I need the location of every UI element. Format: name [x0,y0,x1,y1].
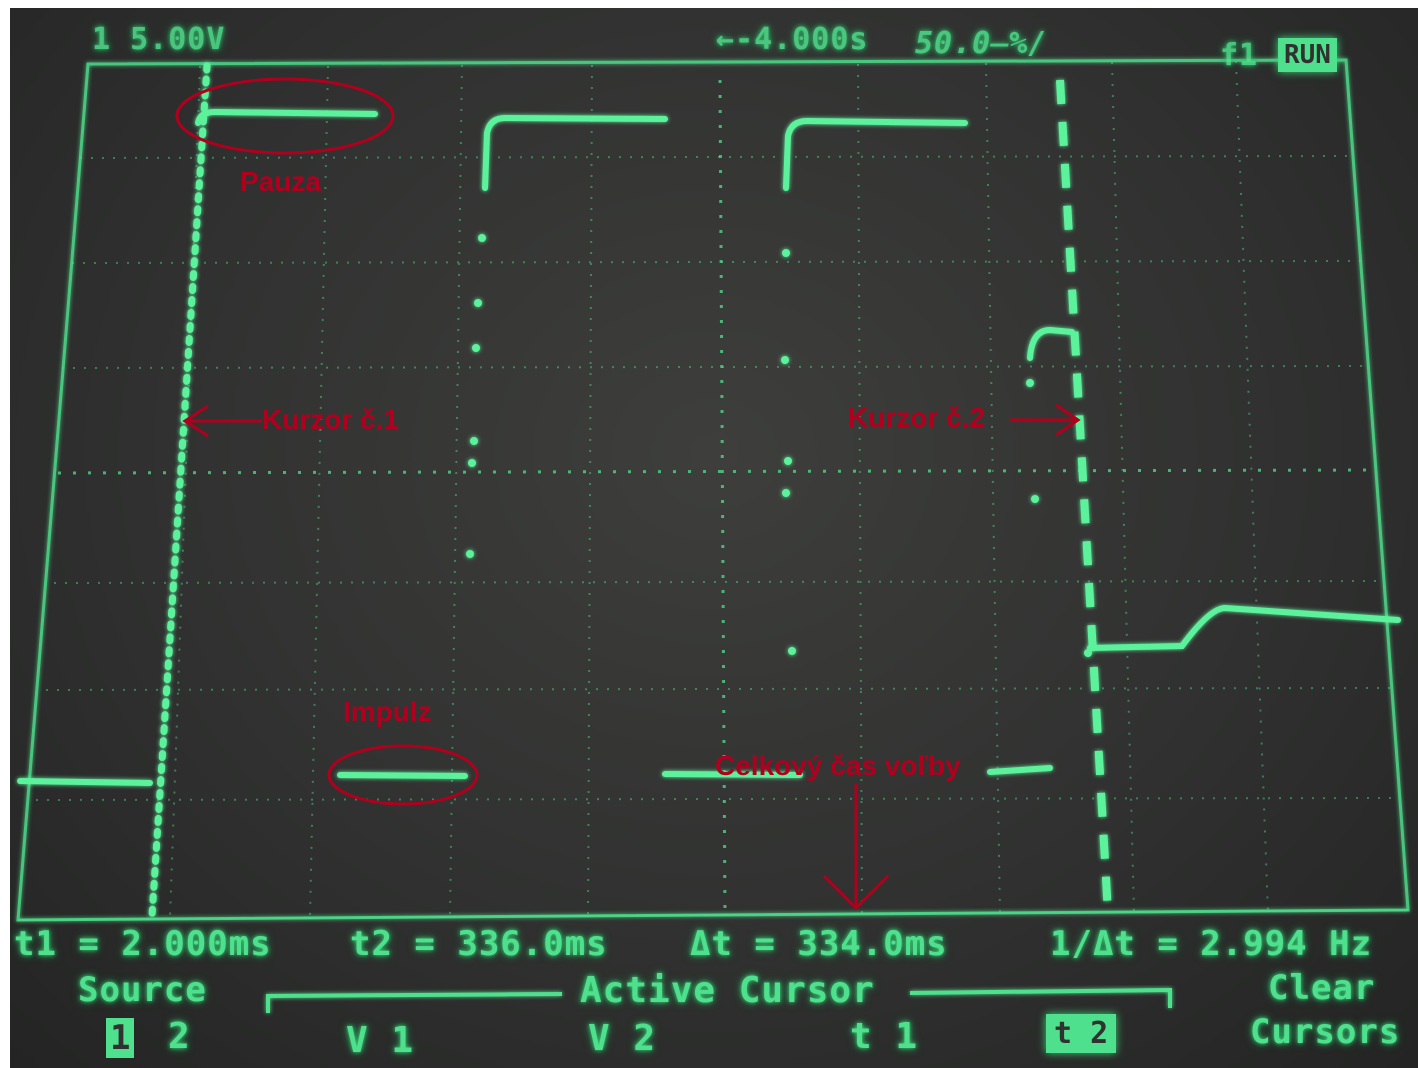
pauza-ellipse [175,77,395,155]
frequency-readout: 1/Δt = 2.994 Hz [1050,924,1373,964]
graticule-grid [35,60,1401,919]
bottom-separator [17,909,1409,921]
signal-trace [17,108,1401,786]
cursor-2-line [1056,79,1112,914]
channel1-scale: 1 5.00V [92,22,226,57]
source-ch2-button[interactable]: 2 [168,1016,191,1057]
graticule-center-axes [57,79,1379,917]
clear-cursors-button[interactable]: Cursors [1250,1012,1401,1052]
pauza-label: Pauza [240,166,321,197]
delta-t-readout: Δt = 334.0ms [690,924,948,964]
trigger-indicator: f1 [1220,38,1259,73]
source-ch1-button[interactable]: 1 [106,1018,135,1058]
source-label: Source [78,970,207,1010]
clear-label[interactable]: Clear [1268,968,1376,1008]
t1-readout: t1 = 2.000ms [14,924,272,964]
impulz-label: Impulz [343,696,432,727]
cursor-t1-button[interactable]: t 1 [850,1016,919,1057]
graticule-border [16,58,1410,922]
cursor-t2-button[interactable]: t 2 [1046,1014,1117,1053]
time-scale: 50.0̶%/ [915,26,1048,61]
impulz-ellipse [327,744,479,806]
cursor-1-line [148,62,211,920]
oscilloscope-screen: 1 5.00V ←-4.000s 50.0̶%/ f1 RUN Pauza Im… [10,8,1418,1068]
celkovy-cas-label: Celkový čas voľby [715,750,961,781]
kurzor1-label: Kurzor č.1 [262,404,399,435]
active-cursor-bracket [266,987,1172,1013]
edge-dots [466,234,1092,657]
cursor-v2-button[interactable]: V 2 [588,1018,657,1059]
kurzor2-label: Kurzor č.2 [848,402,985,433]
active-cursor-label: Active Cursor [580,970,875,1011]
run-status-badge: RUN [1278,38,1337,72]
annotation-shapes [175,77,1081,911]
waveform-display [16,58,1410,1013]
cursor-v1-button[interactable]: V 1 [346,1020,415,1061]
time-offset: ←-4.000s [716,22,869,57]
t2-readout: t2 = 336.0ms [350,924,608,964]
